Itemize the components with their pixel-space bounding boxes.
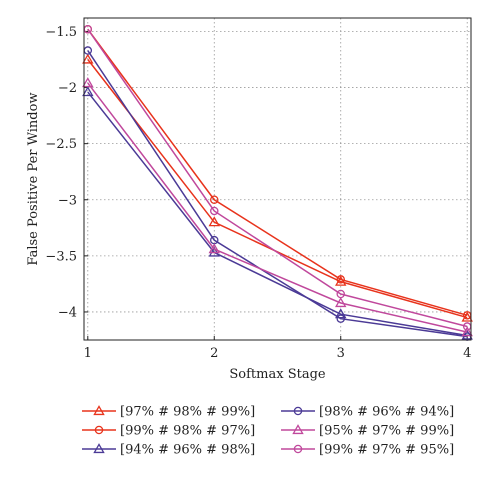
y-tick-label: −2.5	[45, 137, 77, 152]
legend-item: [95% # 97% # 99%]	[281, 424, 454, 439]
series-line	[87, 28, 468, 328]
legend-marker	[292, 424, 304, 435]
y-tick-label: −2	[58, 81, 77, 96]
y-axis-label: False Positive Per Window	[26, 92, 41, 265]
legend-marker	[94, 425, 104, 435]
legend-label: [95% # 97% # 99%]	[319, 424, 454, 439]
data-point	[335, 275, 347, 286]
x-tick-label: 1	[84, 346, 92, 361]
legend-item: [99% # 98% # 97%]	[82, 424, 255, 439]
y-tick-label: −4	[58, 305, 77, 320]
data-point	[461, 329, 473, 340]
series-3	[82, 86, 473, 340]
x-tick-label: 2	[210, 346, 218, 361]
y-tick-label: −3.5	[45, 249, 77, 264]
legend-marker	[293, 444, 303, 454]
y-tick-label: −1.5	[45, 25, 77, 40]
legend-marker	[93, 405, 105, 416]
data-point	[461, 311, 473, 322]
grid	[84, 18, 471, 340]
series-5	[82, 77, 473, 337]
tick-labels: 1 2 3 4 −4 −3.5 −3 −2.5 −2 −1.5	[45, 25, 471, 361]
legend-item: [97% # 98% # 99%]	[82, 405, 255, 420]
data-point	[208, 243, 220, 254]
data-point	[336, 275, 345, 284]
legend-item: [98% # 96% # 94%]	[281, 405, 454, 420]
legend-label: [99% # 97% # 95%]	[319, 443, 454, 458]
legend-label: [98% # 96% # 94%]	[319, 405, 454, 420]
legend-item: [99% # 97% # 95%]	[281, 443, 454, 458]
x-axis-label: Softmax Stage	[229, 367, 326, 382]
data-point	[336, 314, 345, 323]
data-point	[82, 53, 94, 64]
legend-label: [94% # 96% # 98%]	[120, 443, 255, 458]
data-point	[208, 246, 220, 257]
legend-marker	[293, 406, 303, 416]
data-point	[82, 77, 94, 88]
data-point	[210, 195, 219, 205]
legend-label: [99% # 98% # 97%]	[120, 424, 255, 439]
y-tick-label: −3	[58, 193, 77, 208]
data-point	[82, 86, 94, 97]
series-line	[87, 82, 468, 333]
series-6	[83, 24, 472, 331]
data-point	[208, 216, 220, 227]
series-line	[87, 28, 468, 317]
legend-item: [94% # 96% # 98%]	[82, 443, 255, 458]
data-point	[335, 308, 347, 319]
plot-frame	[83, 17, 472, 341]
legend: [97% # 98% # 99%] [99% # 98% # 97%] [94% #…	[82, 405, 454, 458]
data-point	[210, 206, 219, 216]
legend-label: [97% # 98% # 99%]	[120, 405, 255, 420]
series-line	[87, 50, 468, 338]
data-point	[336, 289, 345, 299]
data-point	[461, 326, 473, 337]
legend-marker	[93, 443, 105, 454]
plot-background	[84, 18, 471, 340]
x-tick-label: 3	[337, 346, 345, 361]
data-point	[335, 297, 347, 308]
x-tick-label: 4	[463, 346, 471, 361]
series-line	[87, 91, 468, 337]
